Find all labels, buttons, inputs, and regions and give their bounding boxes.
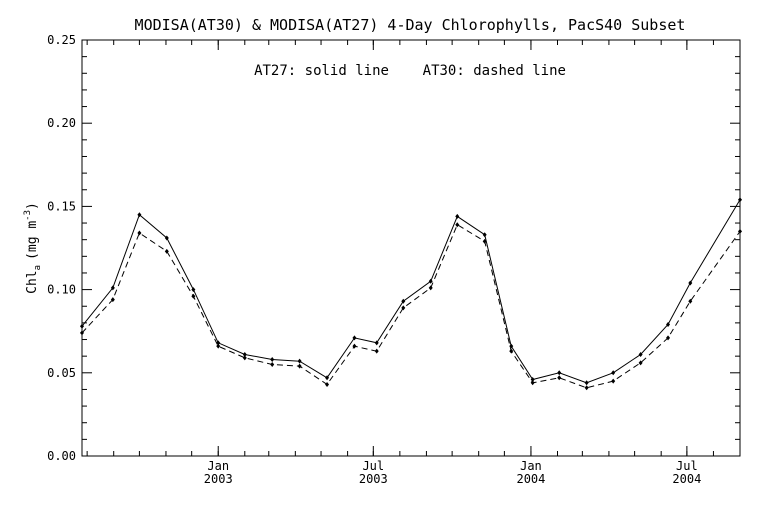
- data-point-at27: [666, 322, 671, 328]
- data-point-at30: [638, 360, 643, 366]
- data-point-at30: [137, 230, 142, 236]
- data-point-at27: [738, 197, 742, 203]
- x-tick-label-year: 2004: [516, 472, 545, 486]
- y-tick-label: 0.10: [47, 283, 76, 297]
- data-point-at27: [242, 351, 247, 357]
- y-tick-label: 0.05: [47, 366, 76, 380]
- data-point-at30: [374, 348, 379, 354]
- plot-frame: [81, 39, 741, 457]
- data-point-at30: [428, 285, 433, 291]
- y-axis-label-main: Chl: [25, 270, 40, 293]
- data-point-at27: [509, 343, 514, 349]
- data-point-at30: [738, 228, 742, 234]
- data-point-at30: [482, 238, 487, 244]
- data-point-at30: [666, 335, 671, 341]
- y-tick-label: 0.20: [47, 116, 76, 130]
- data-point-at30: [557, 375, 562, 381]
- data-point-at27: [374, 340, 379, 346]
- x-tick-label-month: Jan: [520, 459, 542, 473]
- y-tick-label: 0.25: [47, 33, 76, 47]
- data-point-at30: [530, 380, 535, 386]
- data-point-at27: [297, 358, 302, 364]
- data-point-at27: [557, 370, 562, 376]
- data-point-at27: [352, 335, 357, 341]
- data-point-at30: [297, 363, 302, 369]
- data-point-at30: [325, 381, 330, 387]
- data-point-at27: [401, 298, 406, 304]
- x-tick-label-month: Jan: [207, 459, 229, 473]
- y-axis-label-unit-close: ): [25, 202, 40, 210]
- y-tick-label: 0.00: [47, 449, 76, 463]
- x-tick-label-year: 2003: [204, 472, 233, 486]
- data-point-at27: [530, 376, 535, 382]
- y-tick-label: 0.15: [47, 199, 76, 213]
- data-point-at30: [270, 361, 275, 367]
- chart-title: MODISA(AT30) & MODISA(AT27) 4-Day Chloro…: [135, 16, 686, 34]
- data-point-at27: [137, 212, 142, 218]
- data-point-at27: [191, 287, 196, 293]
- series-group: [80, 197, 742, 391]
- y-axis: 0.00 0.05 0.10 0.15 0.20 0.25: [47, 33, 740, 463]
- data-point-at30: [455, 222, 460, 228]
- data-point-at30: [110, 297, 115, 303]
- y-axis-label-subscript: a: [33, 265, 43, 270]
- data-point-at27: [455, 213, 460, 219]
- data-point-at27: [270, 356, 275, 362]
- data-point-at27: [428, 278, 433, 284]
- chart-annotation: AT27: solid line AT30: dashed line: [254, 63, 566, 79]
- y-axis-label-unit-open: (mg m: [25, 221, 40, 260]
- x-tick-label-year: 2004: [672, 472, 701, 486]
- data-point-at30: [80, 330, 84, 336]
- x-tick-label-month: Jul: [362, 459, 384, 473]
- data-point-at27: [482, 232, 487, 238]
- data-point-at30: [401, 305, 406, 311]
- data-point-at27: [611, 370, 616, 376]
- data-point-at27: [638, 351, 643, 357]
- data-point-at27: [688, 280, 693, 286]
- data-point-at30: [584, 385, 589, 391]
- data-point-at27: [325, 375, 330, 381]
- data-point-at27: [110, 285, 115, 291]
- data-point-at27: [584, 380, 589, 386]
- data-point-at30: [191, 293, 196, 299]
- x-tick-label-year: 2003: [359, 472, 388, 486]
- data-point-at27: [80, 323, 84, 329]
- data-point-at30: [509, 348, 514, 354]
- data-point-at30: [688, 298, 693, 304]
- y-axis-label: Chla (mg m-3): [23, 202, 43, 294]
- data-point-at30: [216, 343, 221, 349]
- data-point-at30: [242, 355, 247, 361]
- data-point-at27: [164, 235, 169, 241]
- data-point-at30: [611, 378, 616, 384]
- data-point-at30: [164, 248, 169, 254]
- data-point-at30: [352, 343, 357, 349]
- x-tick-label-month: Jul: [676, 459, 698, 473]
- y-axis-label-unit-sup: -3: [23, 210, 33, 221]
